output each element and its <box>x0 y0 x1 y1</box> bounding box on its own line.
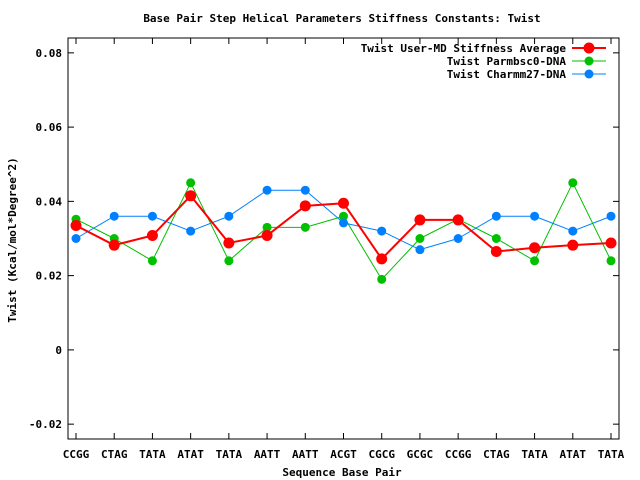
legend-label: Twist User-MD Stiffness Average <box>361 42 567 55</box>
series-layer <box>70 178 617 284</box>
data-point <box>338 197 349 209</box>
x-tick-label: ATAT <box>560 448 587 461</box>
y-tick-label: 0.06 <box>36 121 63 134</box>
data-point <box>568 178 578 188</box>
chart-title: Base Pair Step Helical Parameters Stiffn… <box>143 12 540 25</box>
data-point <box>224 211 234 221</box>
x-tick-label: TATA <box>521 448 548 461</box>
data-point <box>415 234 425 243</box>
data-point <box>568 226 578 236</box>
data-point <box>261 230 273 242</box>
data-point <box>262 185 272 195</box>
data-point <box>376 253 388 265</box>
data-point <box>71 234 81 243</box>
data-point <box>109 211 119 221</box>
data-point <box>377 274 387 284</box>
x-tick-label: ACGT <box>330 448 357 461</box>
data-point <box>605 237 617 249</box>
data-point <box>223 237 235 249</box>
data-point <box>108 239 120 251</box>
data-point <box>567 239 579 251</box>
x-tick-label: CGCG <box>368 448 395 461</box>
data-point <box>339 218 348 228</box>
y-tick-label: 0.08 <box>36 47 63 60</box>
y-axis-label: Twist (Kcal/mol*Degree^2) <box>6 157 19 323</box>
data-point <box>452 214 464 226</box>
legend-label: Twist Parmbsc0-DNA <box>447 55 567 68</box>
legend-marker <box>583 42 595 54</box>
data-point <box>146 230 158 242</box>
x-tick-label: CCGG <box>445 448 472 461</box>
data-point <box>377 226 387 236</box>
data-point <box>186 226 196 236</box>
y-tick-label: 0.04 <box>36 195 63 208</box>
x-tick-label: ATAT <box>177 448 204 461</box>
data-point <box>147 256 157 266</box>
x-tick-label: CTAG <box>101 448 128 461</box>
data-point <box>606 211 616 221</box>
x-tick-label: GCGC <box>407 448 434 461</box>
legend-marker <box>584 69 594 79</box>
data-point <box>530 256 540 266</box>
data-point <box>70 220 82 232</box>
y-tick-label: -0.02 <box>29 418 62 431</box>
x-tick-label: TATA <box>216 448 243 461</box>
x-tick-label: TATA <box>139 448 166 461</box>
data-point <box>339 211 348 221</box>
x-axis-label: Sequence Base Pair <box>282 466 402 479</box>
x-tick-label: TATA <box>598 448 625 461</box>
x-tick-label: AATT <box>292 448 319 461</box>
data-point <box>453 234 463 243</box>
x-tick-label: CCGG <box>63 448 90 461</box>
y-axis-ticks: -0.02 0 0.02 0.04 0.06 0.08 <box>29 47 619 431</box>
data-point <box>491 234 501 243</box>
legend-marker <box>584 56 594 66</box>
data-point <box>414 214 426 226</box>
data-point <box>300 185 310 195</box>
data-point <box>606 256 616 266</box>
data-point <box>415 245 425 255</box>
data-point <box>299 200 311 212</box>
data-point <box>300 222 310 232</box>
data-point <box>490 245 502 257</box>
data-point <box>530 211 540 221</box>
y-tick-label: 0.02 <box>36 270 63 283</box>
x-tick-label: AATT <box>254 448 281 461</box>
legend-label: Twist Charmm27-DNA <box>447 68 567 81</box>
y-tick-label: 0 <box>55 344 62 357</box>
series-0 <box>70 190 617 265</box>
data-point <box>529 242 541 254</box>
data-point <box>186 178 196 188</box>
data-point <box>491 211 501 221</box>
x-axis-ticks: CCGG CTAG TATA ATAT TATA AATT AATT ACGT CGCG GCGC… <box>63 38 625 461</box>
data-point <box>262 222 272 232</box>
data-point <box>224 256 234 266</box>
data-point <box>185 190 197 202</box>
x-tick-label: CTAG <box>483 448 510 461</box>
data-point <box>147 211 157 221</box>
